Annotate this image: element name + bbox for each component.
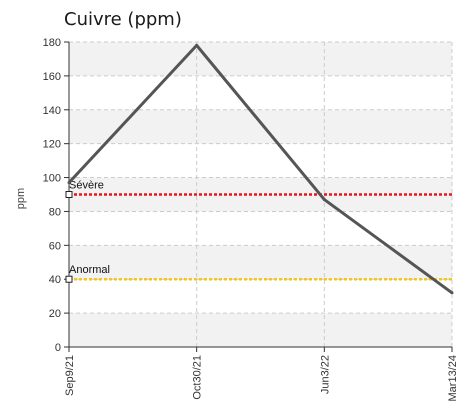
- threshold-label: Sévère: [69, 180, 104, 192]
- y-tick-label: 180: [43, 37, 61, 49]
- threshold-lines: Sévère Anormal: [65, 180, 452, 283]
- grid-band: [69, 109, 452, 144]
- series-line: [67, 43, 453, 294]
- threshold-label: Anormal: [69, 264, 110, 276]
- y-tick-label: 120: [43, 139, 61, 151]
- grid-band: [69, 42, 452, 76]
- threshold-marker: [65, 191, 73, 198]
- y-axis-label: ppm: [15, 188, 27, 209]
- y-tick-label: 140: [43, 105, 61, 117]
- data-point: [450, 291, 454, 295]
- y-tick-label: 80: [49, 206, 61, 218]
- threshold-marker: [65, 275, 73, 283]
- y-tick-label: 160: [43, 71, 61, 83]
- chart-title: Cuivre (ppm): [64, 9, 182, 30]
- grid-band: [69, 245, 452, 280]
- y-tick-label: 100: [43, 173, 61, 185]
- data-point: [195, 43, 199, 47]
- y-axis-ticks: 0 20 40 60 80 100 120 140 160 180: [43, 37, 69, 354]
- background-bands: [69, 42, 452, 347]
- data-series: [67, 43, 454, 295]
- y-tick-label: 20: [49, 308, 61, 320]
- x-tick-label: Sep9/21: [64, 355, 76, 396]
- grid-lines: [69, 41, 453, 347]
- data-point: [322, 198, 326, 202]
- data-point: [67, 181, 71, 185]
- grid-band: [69, 313, 452, 347]
- y-tick-label: 0: [55, 342, 61, 354]
- x-axis-ticks: Sep9/21 Oct30/21 Jun3/22 Mar13/24: [64, 347, 457, 401]
- x-tick-label: Mar13/24: [447, 355, 457, 401]
- x-tick-label: Oct30/21: [192, 355, 204, 400]
- y-tick-label: 40: [49, 274, 61, 286]
- y-tick-label: 60: [49, 240, 61, 252]
- x-tick-label: Jun3/22: [319, 355, 331, 394]
